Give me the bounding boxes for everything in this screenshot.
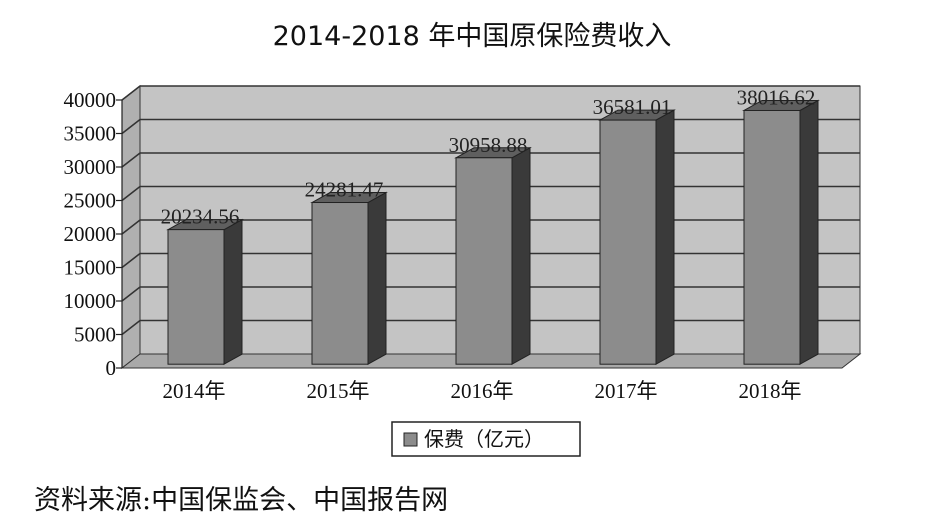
chart-title: 2014-2018 年中国原保险费收入 — [272, 21, 672, 52]
bar — [310, 191, 388, 366]
y-tick-label: 20000 — [64, 222, 117, 246]
y-tick-label: 25000 — [64, 189, 117, 213]
data-labels: 20234.56 24281.47 30958.88 36581.01 38016.62 — [161, 85, 816, 228]
data-label: 36581.01 — [593, 95, 672, 119]
bar-front — [455, 157, 513, 365]
bar — [454, 146, 532, 366]
x-axis-ticks: 2014年 2015年 2016年 2017年 2018年 — [163, 379, 802, 403]
bar — [166, 218, 244, 366]
legend: 保费（亿元） — [391, 421, 581, 457]
data-label: 38016.62 — [737, 85, 816, 109]
legend-box — [391, 421, 581, 457]
bar-front — [167, 229, 225, 365]
bar-chart: 0 5000 10000 15000 20000 25000 30000 35000 40000… — [64, 84, 862, 457]
bar-front — [599, 119, 657, 365]
x-tick-label: 2014年 — [163, 379, 226, 403]
y-tick-label: 0 — [106, 356, 117, 380]
data-label: 30958.88 — [449, 133, 528, 157]
x-tick-label: 2016年 — [451, 379, 514, 403]
y-tick-label: 15000 — [64, 256, 117, 280]
bar-side — [367, 191, 387, 366]
legend-entry: 保费（亿元） — [424, 427, 544, 451]
source-note: 资料来源:中国保监会、中国报告网 — [34, 485, 449, 516]
y-tick-label: 5000 — [74, 323, 116, 347]
bars — [166, 99, 820, 366]
bar-side — [511, 146, 531, 366]
gridline — [121, 85, 860, 101]
data-label: 24281.47 — [305, 178, 384, 202]
bar-side — [223, 218, 243, 366]
bar-side — [799, 99, 819, 366]
bar-front — [743, 109, 801, 365]
y-tick-label: 10000 — [64, 289, 117, 313]
bar-side — [655, 109, 675, 366]
bar — [742, 99, 820, 366]
x-tick-label: 2018年 — [739, 379, 802, 403]
y-axis-ticks: 0 5000 10000 15000 20000 25000 30000 35000 40000 — [64, 88, 123, 380]
y-tick-label: 30000 — [64, 155, 117, 179]
data-label: 20234.56 — [161, 205, 240, 229]
y-tick-label: 35000 — [64, 122, 117, 146]
bar-front — [311, 202, 369, 365]
x-tick-label: 2015年 — [307, 379, 370, 403]
x-tick-label: 2017年 — [595, 379, 658, 403]
legend-swatch — [403, 432, 418, 447]
bar — [598, 109, 676, 366]
y-tick-label: 40000 — [64, 88, 117, 112]
